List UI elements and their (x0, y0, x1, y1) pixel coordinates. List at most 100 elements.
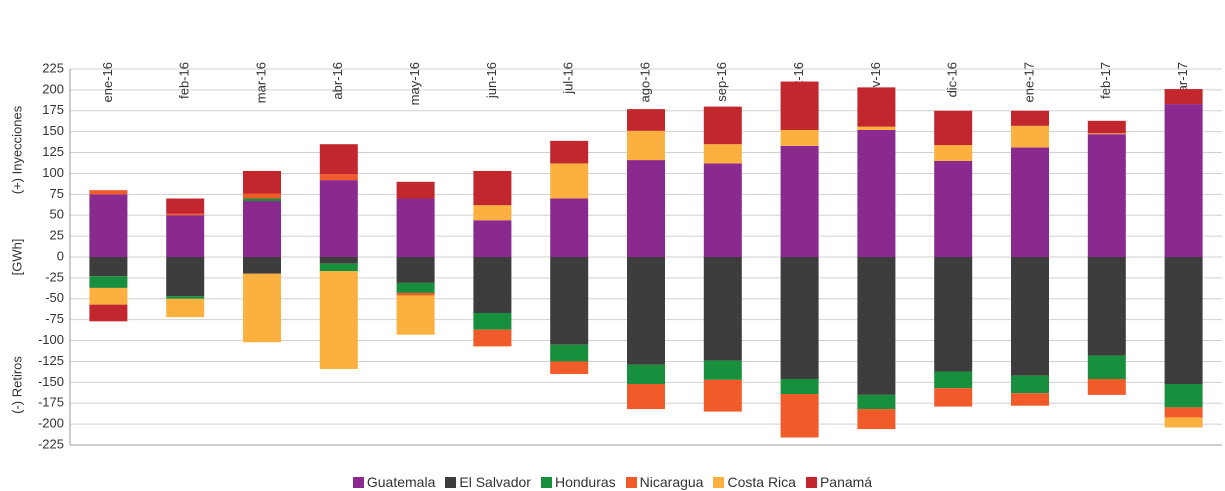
bar-segment (703, 379, 742, 412)
y-tick-label: 100 (42, 165, 64, 180)
bar-segment (396, 292, 435, 296)
bar-segment (89, 194, 128, 257)
bar-segment (319, 180, 358, 257)
bar-segment (857, 394, 896, 410)
legend-label: Nicaragua (639, 474, 704, 490)
y-label-bottom: (-) Retiros (9, 356, 24, 414)
bar-segment (1164, 384, 1203, 408)
bar-segment (934, 145, 973, 161)
bar-segment (1011, 110, 1049, 126)
legend-item: Honduras (540, 474, 616, 490)
y-tick-label: -75 (45, 311, 64, 326)
bar-segment (857, 257, 896, 395)
bar-segment (243, 193, 281, 199)
bar-segment (1087, 355, 1126, 379)
bar-segment (473, 205, 512, 221)
x-tick-label: mar-16 (253, 62, 268, 103)
bar-segment (473, 220, 512, 257)
bar-segment (1011, 125, 1049, 148)
y-tick-label: 200 (42, 81, 64, 96)
legend-item: Panamá (805, 474, 873, 490)
bar-segment (627, 364, 665, 385)
bar-segment (1164, 407, 1203, 418)
bar-segment (243, 273, 281, 343)
bar-segment (1164, 89, 1203, 105)
bar-segment (319, 271, 358, 369)
bar-segment (780, 378, 819, 395)
x-tick-label: feb-16 (177, 62, 192, 99)
y-tick-label: -50 (45, 290, 64, 305)
bar-segment (89, 276, 128, 288)
bar-segment (550, 344, 589, 362)
legend-swatch (352, 477, 364, 488)
y-tick-label: 225 (42, 60, 64, 75)
legend-item: El Salvador (445, 474, 531, 490)
bar-segment (166, 198, 205, 214)
legend-swatch (445, 477, 457, 488)
bar-segment (857, 409, 896, 430)
y-tick-label: -125 (38, 353, 64, 368)
bar-segment (627, 130, 665, 161)
bar-segment (627, 384, 665, 410)
bar-segment (780, 257, 819, 379)
bar-segment (1164, 257, 1203, 385)
bar-segment (857, 87, 896, 127)
bar-segment (243, 170, 281, 194)
bar-segment (396, 295, 435, 335)
bar-segment (319, 174, 358, 181)
bar-segment (703, 163, 742, 257)
bar-segment (166, 298, 205, 318)
legend-swatch (540, 477, 552, 488)
y-tick-label: -150 (38, 374, 64, 389)
bar-segment (89, 190, 128, 195)
bar-segment (703, 360, 742, 380)
y-label: [GWh] (9, 239, 24, 276)
bar-segment (934, 388, 973, 407)
bar-segment (396, 257, 435, 283)
bar-segment (473, 257, 512, 313)
legend: Guatemala El Salvador Honduras Nicaragua Cos… (0, 474, 1225, 490)
bar-segment (319, 144, 358, 175)
y-tick-label: 125 (42, 144, 64, 159)
bar-segment (319, 257, 358, 264)
x-tick-label: may-16 (407, 62, 422, 105)
x-tick-label: sep-16 (714, 62, 729, 102)
bar-segment (1164, 104, 1203, 258)
legend-item: Costa Rica (713, 474, 796, 490)
bar-segment (473, 312, 512, 330)
bar-segment (89, 287, 128, 305)
y-tick-label: 75 (50, 186, 64, 201)
y-label-top: (+) Inyecciones (9, 105, 24, 194)
x-tick-label: abr-16 (330, 62, 345, 100)
bar-segment (550, 140, 589, 164)
y-tick-label: 0 (57, 248, 64, 263)
bar-segment (243, 201, 281, 257)
bar-segment (857, 126, 896, 130)
legend-label: Panamá (819, 474, 873, 490)
legend-label: Honduras (554, 474, 616, 490)
x-tick-label: ago-16 (637, 62, 652, 102)
bar-segment (396, 181, 435, 199)
y-tick-label: -100 (38, 332, 64, 347)
legend-label: El Salvador (459, 474, 531, 490)
bar-segment (780, 81, 819, 130)
bar-segment (473, 329, 512, 347)
bar-segment (550, 257, 589, 345)
bar-segment (780, 129, 819, 146)
bar-segment (934, 257, 973, 372)
bar-segment (166, 213, 205, 216)
bar-segment (780, 394, 819, 438)
bar-segment (550, 361, 589, 374)
bar-segment (243, 257, 281, 274)
bar-segment (550, 163, 589, 199)
bar-segment (166, 215, 205, 257)
bar-segment (396, 198, 435, 257)
x-tick-label: jun-16 (484, 62, 499, 99)
bar-segment (934, 110, 973, 146)
legend-swatch (713, 477, 725, 488)
bar-segment (1011, 393, 1049, 406)
y-tick-label: -175 (38, 395, 64, 410)
legend-swatch (805, 477, 817, 488)
bar-segment (627, 160, 665, 257)
